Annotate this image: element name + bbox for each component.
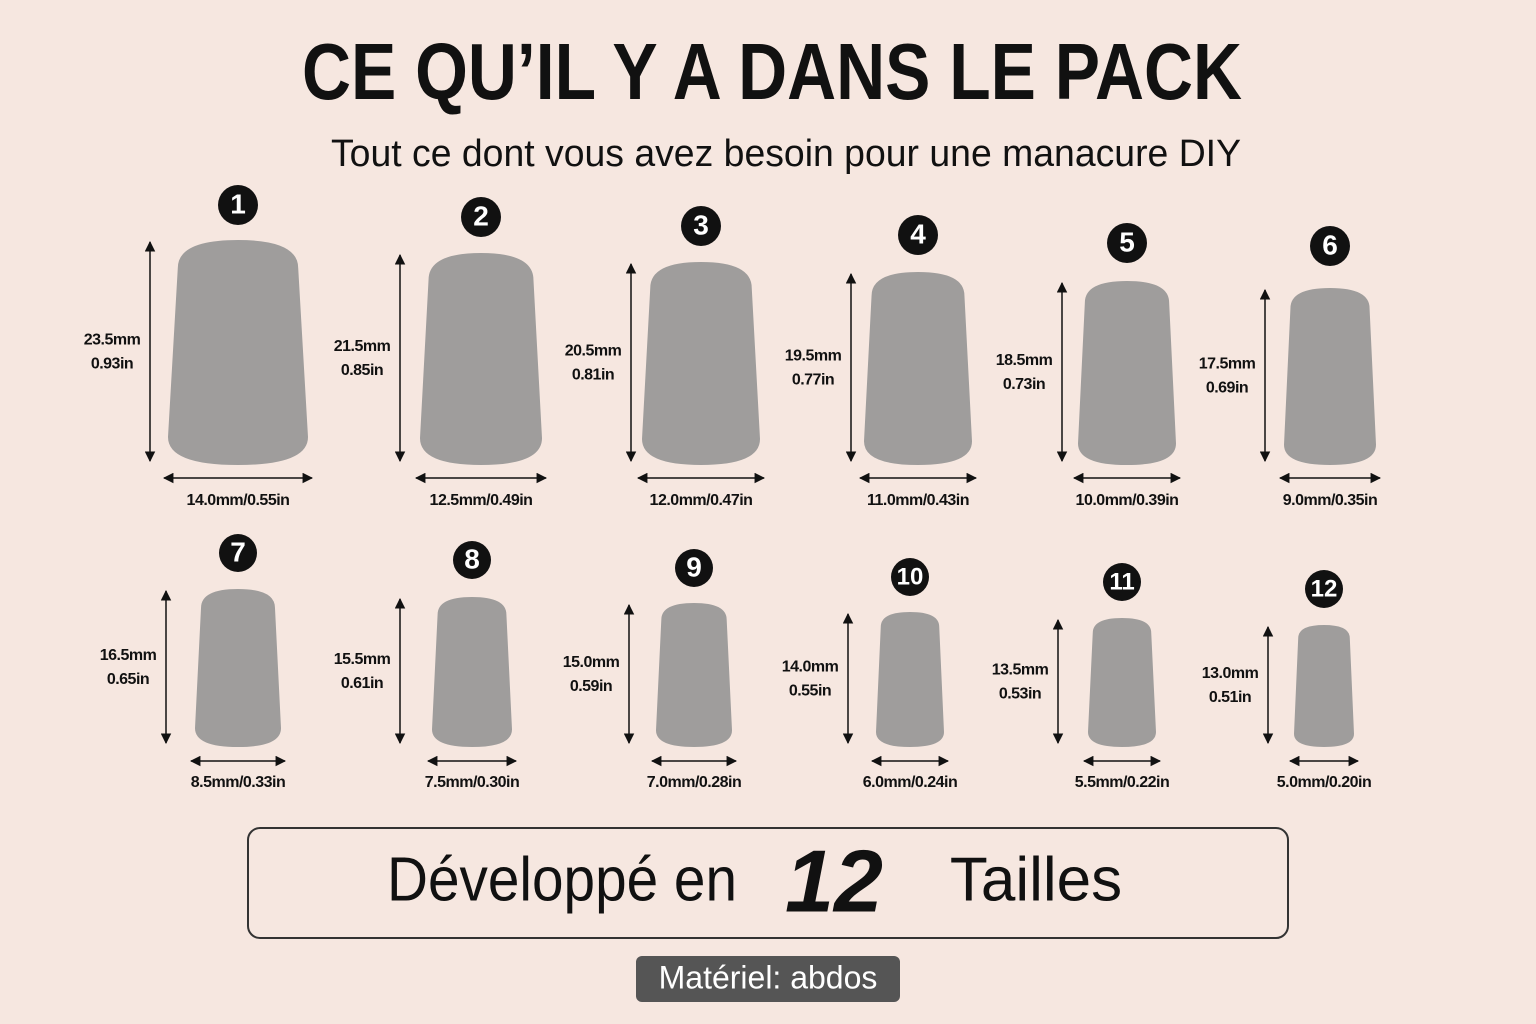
height-in: 0.77in: [792, 372, 834, 389]
width-label: 7.5mm/0.30in: [425, 774, 520, 791]
height-mm: 19.5mm: [785, 348, 842, 365]
nail-number: 12: [1311, 575, 1338, 602]
nail: [1294, 625, 1354, 747]
nail-number: 2: [473, 200, 489, 231]
nail: [432, 597, 512, 747]
nail: [656, 603, 732, 747]
number-badge: [453, 541, 491, 579]
number-badge: [461, 197, 501, 237]
number-badge: [891, 558, 929, 596]
width-label: 9.0mm/0.35in: [1283, 492, 1378, 509]
width-label: 6.0mm/0.24in: [863, 774, 958, 791]
width-label: 14.0mm/0.55in: [187, 492, 290, 509]
nail-number: 11: [1109, 568, 1134, 595]
nail-number: 9: [686, 551, 702, 582]
nail: [420, 253, 542, 465]
nail: [642, 262, 760, 465]
nail: [1078, 281, 1176, 465]
number-badge: [219, 534, 257, 572]
height-in: 0.61in: [341, 675, 383, 692]
width-label: 7.0mm/0.28in: [647, 774, 742, 791]
height-in: 0.81in: [572, 367, 614, 384]
height-in: 0.85in: [341, 362, 383, 379]
nail-number: 8: [464, 543, 480, 574]
number-badge: [681, 206, 721, 246]
nail-number: 10: [897, 563, 924, 590]
number-badge: [1107, 223, 1147, 263]
height-mm: 13.5mm: [992, 662, 1049, 679]
height-in: 0.65in: [107, 671, 149, 688]
height-mm: 13.0mm: [1202, 665, 1259, 682]
banner-count: 12: [785, 831, 883, 930]
height-in: 0.55in: [789, 683, 831, 700]
nail: [168, 240, 308, 465]
number-badge: [1103, 563, 1141, 601]
height-mm: 17.5mm: [1199, 356, 1256, 373]
nail-number: 5: [1119, 226, 1135, 257]
nail: [1088, 618, 1156, 747]
width-label: 8.5mm/0.33in: [191, 774, 286, 791]
banner-suffix: Tailles: [950, 845, 1122, 914]
number-badge: [218, 185, 258, 225]
width-label: 5.5mm/0.22in: [1075, 774, 1170, 791]
width-label: 12.5mm/0.49in: [430, 492, 533, 509]
banner-prefix: Développé en: [387, 845, 737, 914]
nail-number: 3: [693, 209, 709, 240]
height-mm: 20.5mm: [565, 343, 622, 360]
nail: [1284, 288, 1376, 465]
subtitle: Tout ce dont vous avez besoin pour une m…: [331, 133, 1241, 175]
height-mm: 21.5mm: [334, 338, 391, 355]
height-in: 0.59in: [570, 678, 612, 695]
title: CE QU’IL Y A DANS LE PACK: [302, 27, 1242, 116]
number-badge: [675, 549, 713, 587]
footer-badge: [636, 956, 900, 1002]
nail: [876, 612, 944, 747]
height-in: 0.69in: [1206, 380, 1248, 397]
width-label: 10.0mm/0.39in: [1076, 492, 1179, 509]
nail-number: 4: [910, 218, 926, 249]
width-label: 5.0mm/0.20in: [1277, 774, 1372, 791]
width-label: 12.0mm/0.47in: [650, 492, 753, 509]
height-mm: 18.5mm: [996, 352, 1053, 369]
nail: [195, 589, 281, 747]
nail-number: 7: [230, 536, 246, 567]
height-in: 0.93in: [91, 356, 133, 373]
height-in: 0.51in: [1209, 689, 1251, 706]
height-in: 0.73in: [1003, 376, 1045, 393]
footer: Matériel: abdos: [659, 959, 878, 995]
height-mm: 14.0mm: [782, 659, 839, 676]
number-badge: [1305, 570, 1343, 608]
height-in: 0.53in: [999, 686, 1041, 703]
nail-number: 6: [1322, 229, 1338, 260]
nail: [864, 272, 972, 465]
height-mm: 23.5mm: [84, 332, 141, 349]
number-badge: [898, 215, 938, 255]
nail-number: 1: [230, 188, 246, 219]
width-label: 11.0mm/0.43in: [867, 492, 969, 509]
height-mm: 15.5mm: [334, 651, 391, 668]
banner-box: [247, 827, 1289, 939]
height-mm: 16.5mm: [100, 647, 157, 664]
number-badge: [1310, 226, 1350, 266]
height-mm: 15.0mm: [563, 654, 620, 671]
